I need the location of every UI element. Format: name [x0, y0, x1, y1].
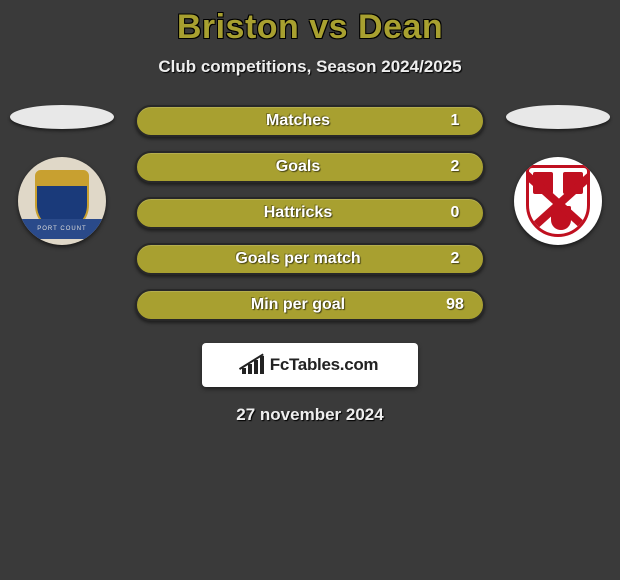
stat-value: 0 — [439, 204, 483, 222]
stat-label: Matches — [137, 112, 439, 130]
stat-label: Hattricks — [137, 204, 439, 222]
stats-column: Matches 1 Goals 2 Hattricks 0 Goals per … — [135, 105, 485, 321]
stat-label: Min per goal — [137, 296, 439, 314]
player-photo-placeholder-left — [10, 105, 114, 129]
crest-band: PORT COUNT — [18, 219, 106, 239]
brand-text: FcTables.com — [270, 355, 379, 375]
stat-label: Goals — [137, 158, 439, 176]
stat-row-goals: Goals 2 — [135, 151, 485, 183]
stat-row-goals-per-match: Goals per match 2 — [135, 243, 485, 275]
brand-link[interactable]: FcTables.com — [202, 343, 418, 387]
club-crest-left[interactable]: PORT COUNT — [18, 157, 106, 245]
bar-chart-icon — [242, 356, 264, 374]
stat-value: 1 — [439, 112, 483, 130]
stat-row-matches: Matches 1 — [135, 105, 485, 137]
left-column: PORT COUNT — [7, 105, 117, 245]
stat-value: 98 — [439, 296, 483, 314]
page-title: Briston vs Dean — [0, 8, 620, 47]
subtitle: Club competitions, Season 2024/2025 — [0, 57, 620, 77]
stat-row-hattricks: Hattricks 0 — [135, 197, 485, 229]
stat-value: 2 — [439, 250, 483, 268]
stat-row-min-per-goal: Min per goal 98 — [135, 289, 485, 321]
main-row: PORT COUNT Matches 1 Goals 2 Hattricks 0… — [0, 105, 620, 321]
shield-icon — [526, 165, 590, 237]
date-label: 27 november 2024 — [0, 405, 620, 425]
stat-value: 2 — [439, 158, 483, 176]
right-column — [503, 105, 613, 245]
club-crest-right[interactable] — [514, 157, 602, 245]
player-photo-placeholder-right — [506, 105, 610, 129]
stat-label: Goals per match — [137, 250, 439, 268]
widget-container: Briston vs Dean Club competitions, Seaso… — [0, 0, 620, 425]
